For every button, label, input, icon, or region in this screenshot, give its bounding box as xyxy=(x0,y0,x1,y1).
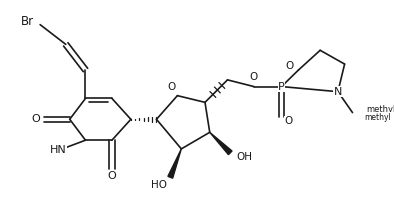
Polygon shape xyxy=(210,132,232,155)
Text: O: O xyxy=(250,72,258,82)
Text: methyl: methyl xyxy=(364,113,391,122)
Text: methyl: methyl xyxy=(366,105,394,114)
Text: P: P xyxy=(278,82,285,92)
Text: Br: Br xyxy=(21,15,34,28)
Text: OH: OH xyxy=(236,152,252,162)
Text: O: O xyxy=(286,61,294,71)
Text: O: O xyxy=(108,172,116,181)
Text: HN: HN xyxy=(50,145,66,156)
Polygon shape xyxy=(168,149,181,178)
Text: O: O xyxy=(31,114,40,124)
Text: N: N xyxy=(334,87,342,97)
Text: O: O xyxy=(284,116,293,126)
Text: HO: HO xyxy=(151,180,167,190)
Text: O: O xyxy=(167,82,176,92)
